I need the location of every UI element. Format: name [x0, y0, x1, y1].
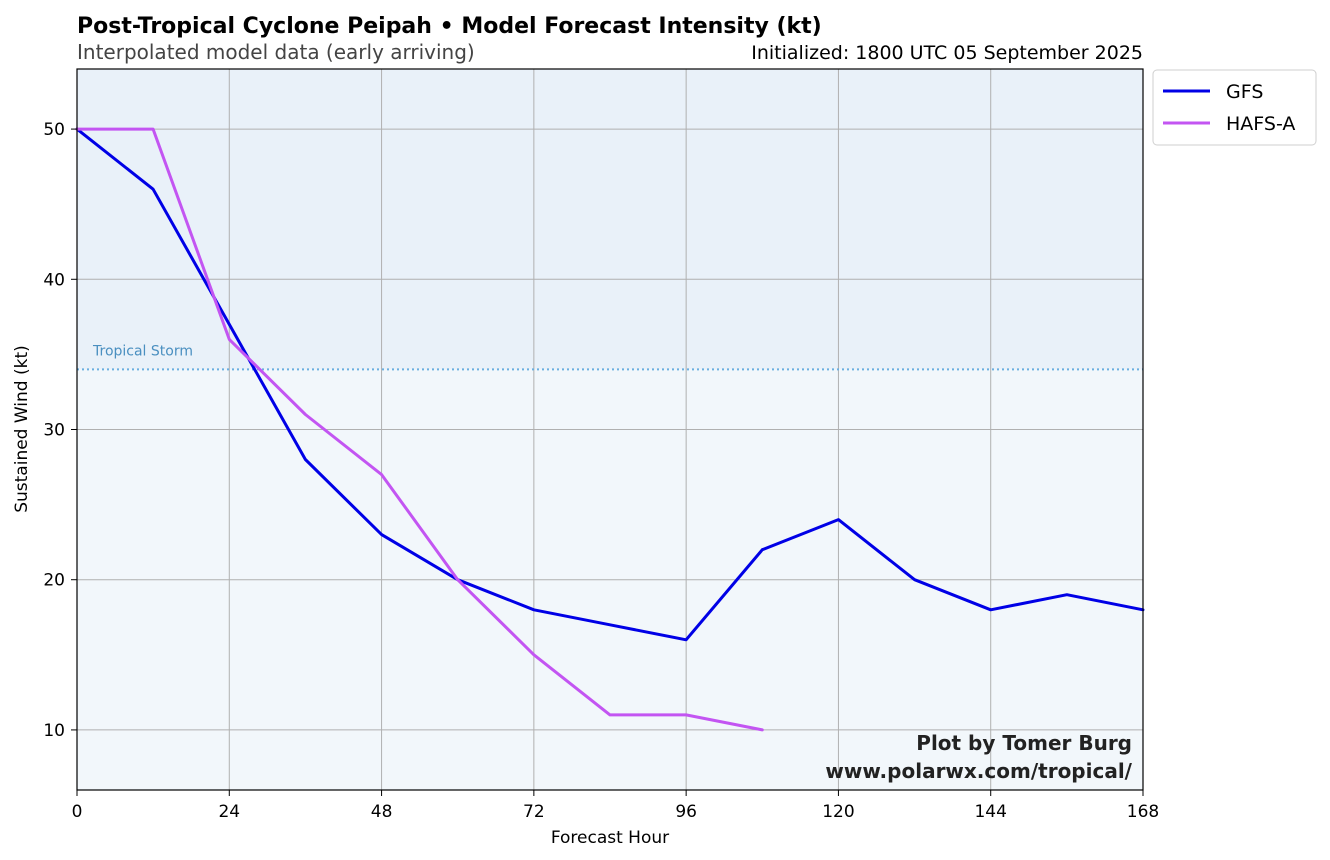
- x-axis-ticks: 0 24 48 72 96 120 144 168: [72, 790, 1159, 822]
- credit-line-1: Plot by Tomer Burg: [916, 731, 1132, 755]
- series-layer: [75, 127, 1145, 732]
- legend-box: [1152, 69, 1317, 146]
- chart-subtitle: Interpolated model data (early arriving): [77, 40, 475, 64]
- x-axis-label: Forecast Hour: [551, 828, 669, 848]
- x-tick-label-24: 24: [218, 802, 240, 822]
- initialized-time: Initialized: 1800 UTC 05 September 2025: [751, 42, 1143, 64]
- x-tick-label-96: 96: [675, 802, 697, 822]
- legend-label-hafs-a: HAFS-A: [1226, 113, 1295, 135]
- plot-area: Tropical Storm: [75, 68, 1145, 791]
- background-above-threshold: [77, 69, 1143, 370]
- y-tick-label-50: 50: [43, 120, 65, 140]
- legend-items: GFS HAFS-A: [1163, 81, 1295, 135]
- credit-line-2: www.polarwx.com/tropical/: [825, 759, 1132, 783]
- y-axis-ticks: 10 20 30 40 50: [43, 120, 77, 741]
- y-tick-label-20: 20: [43, 571, 65, 591]
- series-gfs-line: [75, 127, 1145, 642]
- x-tick-label-144: 144: [974, 802, 1006, 822]
- tropical-storm-label: Tropical Storm: [92, 343, 193, 359]
- y-axis-label: Sustained Wind (kt): [12, 345, 32, 513]
- legend: GFS HAFS-A: [1152, 69, 1317, 146]
- y-tick-label-40: 40: [43, 270, 65, 290]
- y-tick-label-30: 30: [43, 421, 65, 441]
- series-hafs-a-line: [75, 127, 764, 732]
- x-tick-label-48: 48: [371, 802, 393, 822]
- legend-label-gfs: GFS: [1226, 81, 1263, 103]
- x-tick-label-168: 168: [1127, 802, 1159, 822]
- x-tick-label-72: 72: [523, 802, 545, 822]
- x-tick-label-0: 0: [72, 802, 83, 822]
- x-tick-label-120: 120: [822, 802, 854, 822]
- y-tick-label-10: 10: [43, 721, 65, 741]
- chart-title: Post-Tropical Cyclone Peipah • Model For…: [77, 14, 822, 39]
- grid-horizontal: [77, 128, 1143, 731]
